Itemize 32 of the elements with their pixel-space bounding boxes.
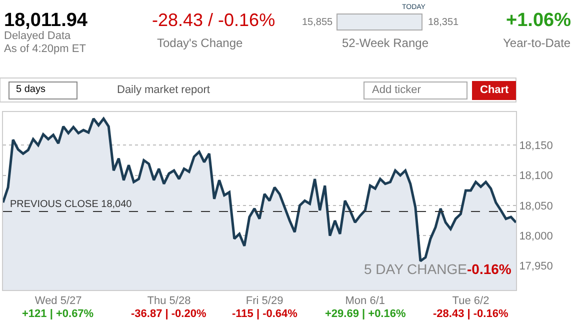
x-tick-label: Wed 5/27 [34,295,82,308]
text: As of 4:20pm ET [4,43,86,55]
y-tick-label: 18,150 [519,140,553,152]
text: -28.43 / -0.16% [152,10,276,30]
text: +121 | +0.67% [22,308,94,320]
text: +29.69 | +0.16% [325,308,406,320]
y-tick-label: 17,950 [519,260,553,273]
y-tick-label: 18,050 [519,200,553,212]
text: Delayed Data [4,30,72,42]
annotation: -0.16% [467,261,512,277]
y-tick-label: 18,100 [519,170,553,182]
annotation: 5 DAY CHANGE [364,261,467,277]
text: 18,351 [428,17,460,28]
text: Today's Change [157,36,244,50]
text: -28.43 | -0.16% [433,308,508,320]
text: Add ticker [372,84,422,96]
text: Year-to-Date [503,36,571,50]
x-tick-label: Mon 6/1 [345,295,385,308]
text: -115 | -0.64% [232,308,298,320]
x-tick-label: Fri 5/29 [246,295,284,308]
ref-line-label: PREVIOUS CLOSE 18,040 [10,199,132,210]
y-tick-label: 18,000 [519,230,553,243]
text: Daily market report [117,84,210,96]
text: 15,855 [302,17,334,28]
text: +1.06% [506,10,572,31]
text: -36.87 | -0.20% [131,308,206,320]
text: 52-Week Range [342,36,429,50]
x-tick-label: Thu 5/28 [147,295,191,308]
text: Chart [480,84,510,96]
text: 5 days [16,84,46,95]
x-tick-label: Tue 6/2 [452,295,490,308]
text: 18,011.94 [4,10,88,31]
